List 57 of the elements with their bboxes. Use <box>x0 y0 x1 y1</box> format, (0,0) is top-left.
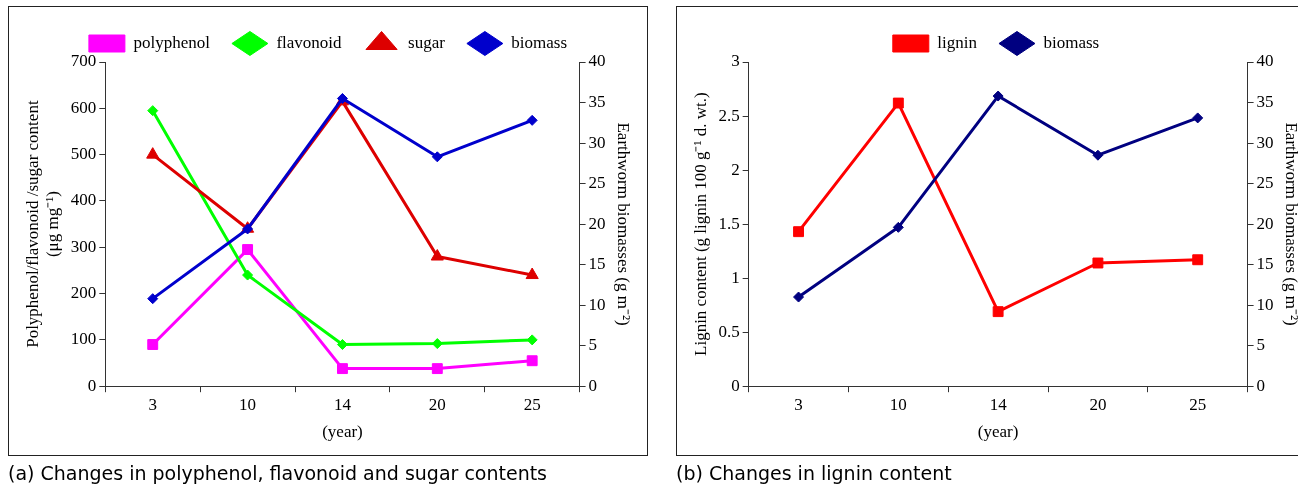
y-tick-label: 1 <box>731 267 740 287</box>
y-tick-label: 300 <box>70 236 97 256</box>
y-tick-label: 400 <box>70 190 97 210</box>
legend-label: biomass <box>1043 32 1100 52</box>
y-tick-label: 0 <box>87 375 97 395</box>
y2-axis-title: Earthworm biomasses (g m⁻²) <box>614 122 634 326</box>
y-tick-label: 100 <box>70 329 97 349</box>
y-axis-title: Lignin content (g lignin 100 g⁻¹ d. wt.) <box>690 92 710 356</box>
legend-label: flavonoid <box>276 32 343 52</box>
x-tick-label: 20 <box>428 394 446 414</box>
y2-tick-label: 35 <box>588 91 606 111</box>
y-tick-label: 700 <box>70 51 97 71</box>
legend-label: lignin <box>937 32 978 52</box>
x-tick-label: 25 <box>523 394 541 414</box>
x-tick-label: 3 <box>148 394 157 414</box>
y2-tick-label: 30 <box>1256 132 1274 152</box>
y-tick-label: 2 <box>731 159 740 179</box>
y-tick-label: 0 <box>731 375 740 395</box>
legend-label: biomass <box>511 32 568 52</box>
y2-tick-label: 15 <box>1256 254 1274 274</box>
x-tick-label: 10 <box>239 394 257 414</box>
y2-tick-label: 0 <box>1256 375 1266 395</box>
y2-tick-label: 25 <box>588 173 606 193</box>
y-tick-label: 2.5 <box>718 105 740 125</box>
y2-tick-label: 10 <box>588 294 606 314</box>
y-axis-title: Polyphenol/flavonoid /sugar content (μg mg⁻¹) <box>22 100 63 348</box>
x-tick-label: 20 <box>1089 394 1107 414</box>
x-tick-label: 14 <box>333 394 352 414</box>
y2-tick-label: 0 <box>588 375 598 395</box>
y2-tick-label: 10 <box>1256 294 1274 314</box>
x-tick-label: 14 <box>989 394 1008 414</box>
y2-tick-label: 25 <box>1256 173 1274 193</box>
y2-tick-label: 20 <box>1256 213 1274 233</box>
y2-tick-label: 15 <box>588 254 606 274</box>
y-tick-label: 500 <box>70 144 97 164</box>
legend-label: polyphenol <box>133 32 211 52</box>
y2-tick-label: 40 <box>588 51 606 71</box>
y2-tick-label: 20 <box>588 213 606 233</box>
text: (a) Changes in polyphenol, flavonoid and sugar contents <box>8 462 549 484</box>
x-axis-title: (year) <box>977 422 1019 442</box>
x-tick-label: 25 <box>1189 394 1207 414</box>
y-tick-label: 3 <box>731 51 740 71</box>
x-axis-title: (year) <box>322 422 363 442</box>
y-tick-label: 1.5 <box>718 213 740 233</box>
y-tick-label: 200 <box>70 283 97 303</box>
y-tick-label: 0.5 <box>718 321 740 341</box>
y-tick-label: 600 <box>70 97 97 117</box>
y2-tick-label: 30 <box>588 132 606 152</box>
y2-axis-title: Earthworm biomasses (g m⁻²) <box>1282 122 1298 326</box>
text: (b) Changes in lignin content <box>676 462 953 484</box>
y2-tick-label: 5 <box>588 335 598 355</box>
x-tick-label: 10 <box>889 394 907 414</box>
y2-tick-label: 40 <box>1256 51 1274 71</box>
y2-tick-label: 5 <box>1256 335 1266 355</box>
x-tick-label: 3 <box>794 394 803 414</box>
legend-label: sugar <box>408 32 446 52</box>
y2-tick-label: 35 <box>1256 91 1274 111</box>
